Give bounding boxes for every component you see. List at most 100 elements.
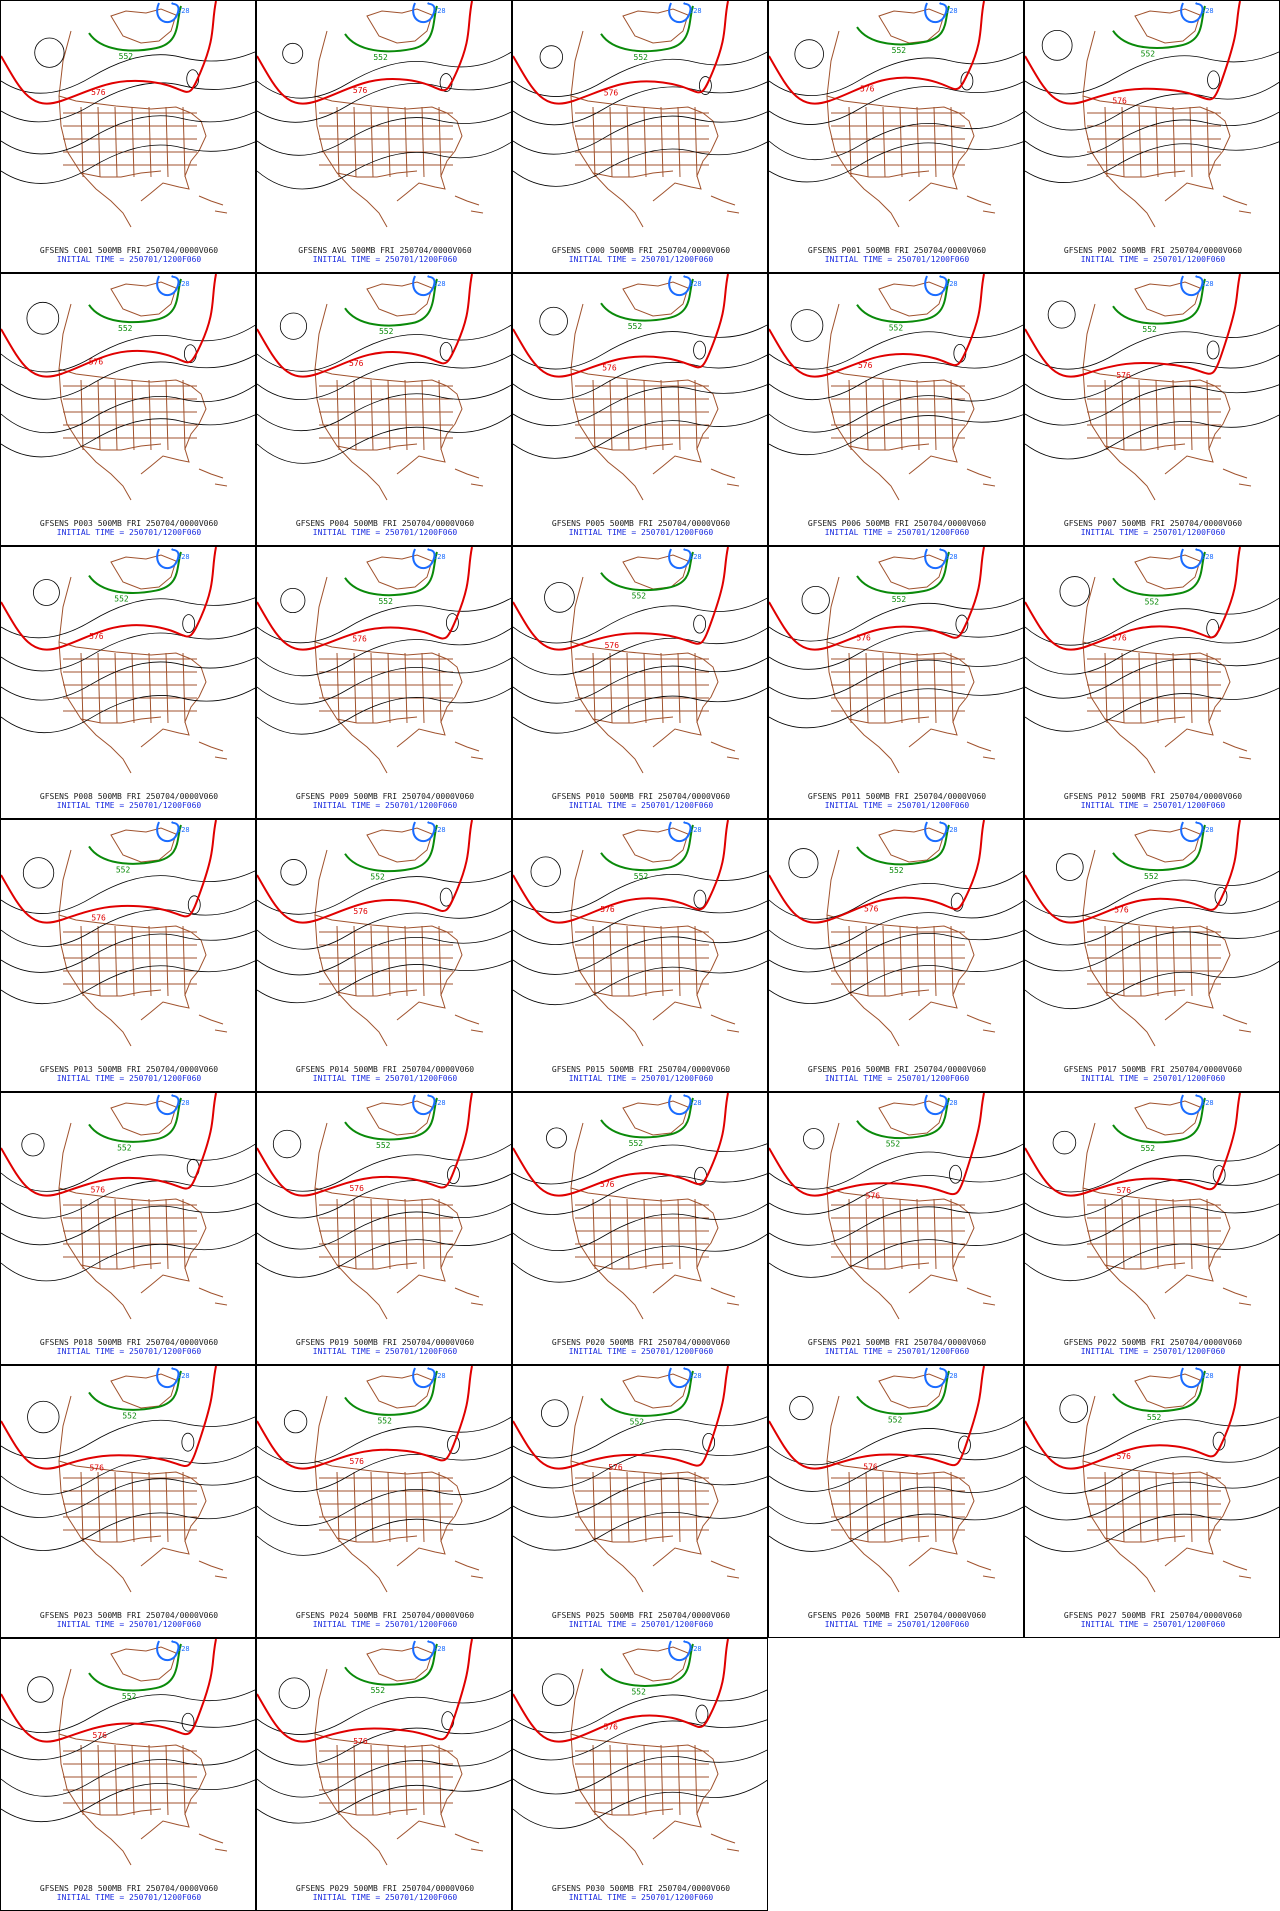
state-line [131, 925, 135, 997]
contour-552-line [1112, 1370, 1206, 1413]
height-contour-map: 576 552 528 [257, 547, 511, 774]
contour-528-line [412, 821, 436, 843]
map-boundaries [1082, 554, 1252, 774]
state-line [438, 652, 442, 724]
panel-initial-time: INITIAL TIME = 250701/1200F060 [56, 1347, 202, 1356]
state-line [165, 106, 169, 178]
contour-label-552: 552 [886, 1140, 901, 1149]
state-line [80, 106, 84, 178]
state-line [370, 1744, 374, 1816]
map-boundaries [58, 1646, 228, 1866]
ensemble-member-panel: 576 552 528 GFSENS P004 500MB FRI 250704/00… [256, 273, 512, 546]
closed-low-contour [34, 37, 65, 68]
contour-552-line [88, 551, 182, 594]
contour-576-line [257, 1366, 473, 1470]
contour-label-552: 552 [114, 595, 129, 604]
contour-528-line [668, 548, 692, 570]
height-contour-map: 576 552 528 [1025, 547, 1279, 774]
arctic-islands [110, 1100, 177, 1136]
us-mexico-border [1104, 1262, 1186, 1270]
contour-line [513, 900, 767, 945]
state-line [1121, 379, 1125, 451]
closed-low-contour [693, 614, 707, 634]
contour-528-line [156, 2, 180, 24]
us-canada-border [826, 914, 960, 933]
contour-label-576: 576 [1112, 97, 1127, 106]
contour-line [769, 1446, 1023, 1492]
map-boundaries [826, 827, 996, 1047]
west-coastline [826, 30, 900, 228]
closed-low-contour [949, 1164, 962, 1184]
contour-line [257, 141, 511, 190]
ensemble-member-panel: 576 552 528 GFSENS P001 500MB FRI 250704/00… [768, 0, 1024, 273]
contour-label-576: 576 [1114, 906, 1129, 915]
state-line [643, 1744, 647, 1816]
arctic-islands [878, 554, 945, 590]
map-boundaries [314, 827, 484, 1047]
contour-576-line [257, 274, 473, 378]
caribbean-islands [710, 1833, 740, 1852]
contour-552-line [1112, 551, 1206, 597]
state-line [182, 925, 186, 997]
contour-552-line [88, 5, 182, 52]
contour-line [1, 414, 255, 458]
closed-low-contour [1047, 300, 1076, 329]
state-line [882, 1198, 886, 1270]
ensemble-member-panel: 576 552 528 GFSENS P023 500MB FRI 250704/00… [0, 1365, 256, 1638]
state-line [899, 1198, 903, 1270]
contour-label-576: 576 [89, 358, 104, 367]
state-line [404, 1744, 408, 1816]
west-coastline [1082, 576, 1156, 774]
us-mexico-border [1104, 1535, 1186, 1543]
contour-528-line [156, 1094, 180, 1116]
ensemble-member-panel: 576 552 528 GFSENS P026 500MB FRI 250704/00… [768, 1365, 1024, 1638]
contour-label-528: 528 [1201, 280, 1214, 288]
state-line [899, 1471, 903, 1543]
height-contours [769, 848, 1023, 1004]
panel-initial-time: INITIAL TIME = 250701/1200F060 [568, 1074, 714, 1083]
arctic-islands [878, 827, 945, 863]
us-mexico-border [336, 1262, 418, 1270]
state-line [80, 652, 84, 724]
contour-line [257, 900, 511, 950]
us-mexico-border [592, 1808, 674, 1816]
us-mexico-border [80, 989, 162, 997]
state-line [421, 652, 425, 724]
contour-line [1025, 384, 1279, 426]
height-contours [1025, 1394, 1279, 1552]
state-line [609, 1471, 613, 1543]
height-contours [1025, 300, 1279, 460]
map-boundaries [58, 827, 228, 1047]
contour-line [1025, 141, 1279, 183]
panel-caption: GFSENS P004 500MB FRI 250704/0000V060 [295, 519, 475, 528]
arctic-islands [366, 8, 433, 44]
closed-low-contour [445, 613, 459, 633]
closed-low-contour [1207, 70, 1220, 90]
us-mexico-border [80, 443, 162, 451]
height-contour-map: 576 552 528 [1025, 1, 1279, 228]
contour-line [1025, 1203, 1279, 1246]
state-line [677, 1471, 681, 1543]
closed-low-contour [283, 1409, 308, 1434]
map-boundaries [58, 8, 228, 228]
contour-label-576: 576 [353, 86, 368, 95]
map-boundaries [314, 1373, 484, 1593]
height-contour-map: 576 552 528 [1, 547, 255, 774]
contour-line [1025, 111, 1279, 158]
state-line [1206, 106, 1210, 178]
us-canada-border [826, 1460, 960, 1479]
contour-576-line [513, 1366, 729, 1470]
contour-label-528: 528 [177, 1645, 190, 1653]
state-line [421, 1471, 425, 1543]
us-mexico-border [848, 170, 930, 178]
contour-552-line [344, 824, 438, 873]
contour-576-line [769, 1, 985, 105]
contour-552-line [88, 1370, 182, 1411]
ensemble-member-panel: 576 552 528 GFSENS P009 500MB FRI 250704/00… [256, 546, 512, 819]
contour-label-552: 552 [370, 873, 385, 882]
contour-528-line [412, 1094, 436, 1116]
panel-initial-time: INITIAL TIME = 250701/1200F060 [824, 801, 970, 810]
caribbean-islands [966, 1014, 996, 1033]
contour-line [513, 687, 767, 734]
contour-line [257, 111, 511, 156]
